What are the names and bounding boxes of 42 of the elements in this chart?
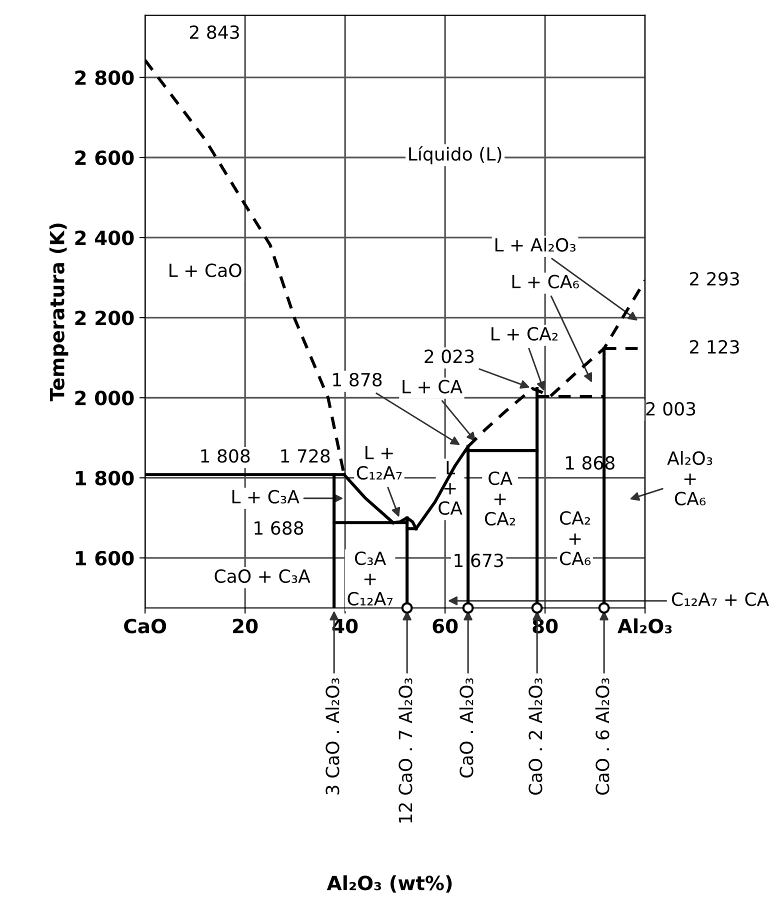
annotation: C₃A + C₁₂A₇ xyxy=(348,551,393,606)
annotation: 2 023 xyxy=(424,350,474,364)
y-tick-label: 2 800 xyxy=(75,70,134,86)
annotation: 2 003 xyxy=(646,402,696,416)
x-tick-label: Al₂O₃ xyxy=(618,618,672,634)
annotation: L + C₁₂A₇ xyxy=(356,446,402,480)
annotation: 1 878 xyxy=(333,372,382,387)
y-tick-label: 1 800 xyxy=(76,470,134,486)
annotation: L + CA₂ xyxy=(492,326,558,341)
annotation: L + CaO xyxy=(170,264,242,278)
annotation: 3 CaO . Al₂O₃ xyxy=(325,678,340,794)
x-tick-label: 60 xyxy=(432,618,458,634)
x-tick-label: 20 xyxy=(233,618,258,634)
annotation: 1 673 xyxy=(454,554,503,568)
text: Al₂O₃ + CA₆ xyxy=(667,450,712,506)
annotation: CaO . Al₂O₃ xyxy=(459,678,474,778)
annotation: 1 808 xyxy=(201,449,250,463)
annotation: Líquido (L) xyxy=(409,146,502,164)
annotation: L + CA xyxy=(402,380,462,394)
annotation: L + CA₆ xyxy=(512,274,579,288)
annotation: 1 728 xyxy=(281,449,330,463)
y-tick-label: 2 600 xyxy=(75,150,134,166)
y-axis-title: Temperatura (K) xyxy=(49,224,68,402)
annotation: 2 843 xyxy=(190,25,239,40)
annotation: CA₂ + CA₆ xyxy=(560,511,591,566)
y-tick-label: 2 000 xyxy=(75,390,134,406)
annotation: 2 123 xyxy=(690,340,739,354)
annotation: CA + CA₂ xyxy=(484,471,516,526)
y-tick-label: 2 200 xyxy=(75,310,134,326)
annotation: L + Al₂O₃ xyxy=(495,238,576,252)
annotation: 12 CaO . 7 Al₂O₃ xyxy=(398,678,412,823)
annotation: CaO + C₃A xyxy=(214,569,310,583)
text: Al₂O₃ (wt%) xyxy=(326,875,452,893)
x-tick-label: CaO xyxy=(124,618,166,634)
y-tick-label: 1 600 xyxy=(76,550,134,566)
annotation: CaO . 6 Al₂O₃ xyxy=(595,678,610,795)
text: C₁₂A₇ + CA xyxy=(672,592,770,606)
annotation: 1 688 xyxy=(254,521,304,535)
y-tick-label: 2 400 xyxy=(75,230,134,246)
annotation: CaO . 2 Al₂O₃ xyxy=(528,678,542,795)
annotation: 2 293 xyxy=(690,272,739,286)
annotation: L + C₃A xyxy=(232,490,300,504)
